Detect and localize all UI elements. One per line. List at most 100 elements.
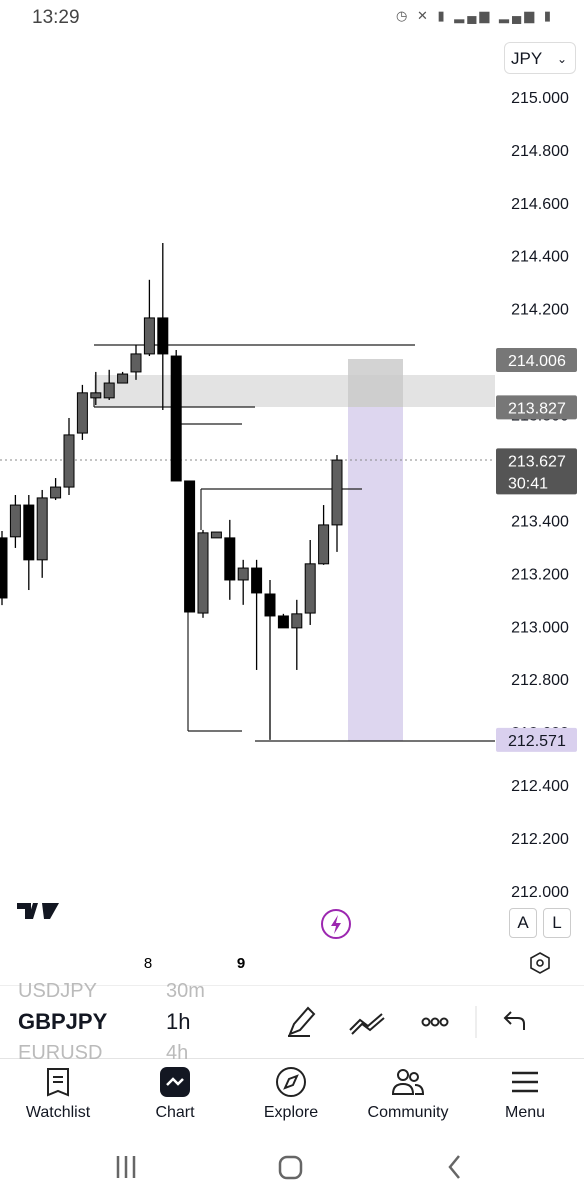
y-tick-label: 212.400 [511,778,569,795]
candle-body [23,504,35,561]
settings-dot [536,959,544,967]
candle-body [143,317,155,355]
price-tag-label: 213.627 [508,453,566,470]
candle-body [76,392,88,434]
symbol[interactable]: USDJPY [18,980,97,1002]
currency-select[interactable]: JPY ⌄ [504,42,576,74]
price-tag [496,348,577,373]
candle-body [291,613,303,629]
indicator-icon[interactable] [349,1013,385,1035]
target-box [348,407,403,741]
y-tick-label: 212.000 [511,884,569,901]
candle-body [117,373,129,384]
status-icons: ◷ ✕ ▮ ▂▄▆ ▂▄▆ ▮ [395,8,554,23]
candle-body [318,524,330,565]
candle-body [264,593,276,617]
toolbar: USDJPY GBPJPY EURUSD 30m 1h 4h [0,980,584,1064]
candle-body [36,497,48,561]
interval[interactable]: 1h [166,1009,191,1034]
chevron: ⌄ [556,52,567,66]
y-tick-label: 214.600 [511,196,569,213]
candle-body [184,480,196,613]
status-bar: 13:29 ◷ ✕ ▮ ▂▄▆ ▂▄▆ ▮ [0,0,584,36]
y-tick-label: 213.000 [511,619,569,636]
candle-body [50,486,62,499]
y-tick-label: 213.200 [511,566,569,583]
nav-item[interactable]: Explore [236,1066,346,1122]
nav-label: Chart [155,1104,195,1121]
recent-button[interactable] [116,1156,136,1178]
watchlist-icon [47,1068,69,1097]
explore-icon [276,1067,306,1097]
x-label: 8 [144,955,152,972]
price-tag [496,727,577,752]
y-tick-label: 215.000 [511,90,569,107]
more-icon[interactable] [421,1017,449,1027]
logo [17,903,59,919]
candle-body [210,531,222,539]
draw-icon[interactable] [288,1006,316,1037]
y-tick-label: 214.400 [511,249,569,266]
undo-icon[interactable] [503,1011,525,1030]
nav-label: Watchlist [25,1104,91,1121]
system-nav [116,1155,460,1180]
nav-label: Explore [263,1104,319,1121]
y-tick-label: 212.800 [511,672,569,689]
auto-button[interactable]: A [509,908,537,938]
symbol[interactable]: EURUSD [18,1042,103,1064]
candle-body [157,317,169,355]
countdown: 30:41 [508,475,548,492]
price-axis: 215.000 214.800 214.600 214.400 214.200 214.0… [496,90,577,901]
price-tag-label: 213.827 [508,400,566,417]
bolt [331,915,341,934]
drawings [0,344,495,742]
candle-body [197,532,209,614]
chart: 215.000 214.800 214.600 214.400 214.200 214.0… [0,90,577,974]
candle-body [331,459,343,526]
bottom-nav: Watchlist Chart Explore Community Menu [0,1058,584,1138]
price-tag [496,395,577,420]
candle-body [277,615,289,629]
candle-body [63,434,75,488]
candle-body [224,537,236,581]
candle-body [251,567,263,594]
nav-label: Menu [504,1104,546,1121]
clock: 13:29 [32,7,80,28]
candle-body [0,537,8,599]
currency: JPY [511,49,543,68]
nav-item[interactable]: Menu [470,1066,580,1122]
tool-icons [288,1006,525,1038]
price-tag-label: 212.571 [508,733,566,750]
candle-body [103,382,115,399]
candle-body [90,392,102,399]
community-icon [391,1069,425,1095]
x-label: 9 [237,955,245,972]
stop-box [348,359,403,407]
candle-body [9,504,21,538]
candle-body [304,563,316,614]
settings-icon[interactable] [530,952,550,974]
nav-item[interactable]: Chart [120,1066,230,1122]
candles [0,243,343,740]
interval[interactable]: 4h [166,1042,189,1064]
chart-icon [160,1067,190,1097]
home-button[interactable] [278,1155,303,1180]
candle-body [170,355,182,482]
y-tick-label: 212.200 [511,831,569,848]
price-tag-label: 214.006 [508,353,566,370]
candle-body [130,353,142,373]
y-tick-label: 214.200 [511,302,569,319]
alert-icon[interactable] [321,909,351,939]
interval[interactable]: 30m [166,980,205,1002]
nav-item[interactable]: Watchlist [3,1066,113,1122]
zone [94,375,495,407]
y-tick-label: 213.400 [511,513,569,530]
nav-item[interactable]: Community [353,1066,463,1122]
symbol[interactable]: GBPJPY [18,1009,108,1034]
back-button[interactable] [448,1155,460,1179]
candle-body [237,567,249,581]
price-tag [496,448,577,495]
nav-label: Community [367,1104,449,1121]
log-button[interactable]: L [543,908,571,938]
menu-icon [512,1071,538,1093]
